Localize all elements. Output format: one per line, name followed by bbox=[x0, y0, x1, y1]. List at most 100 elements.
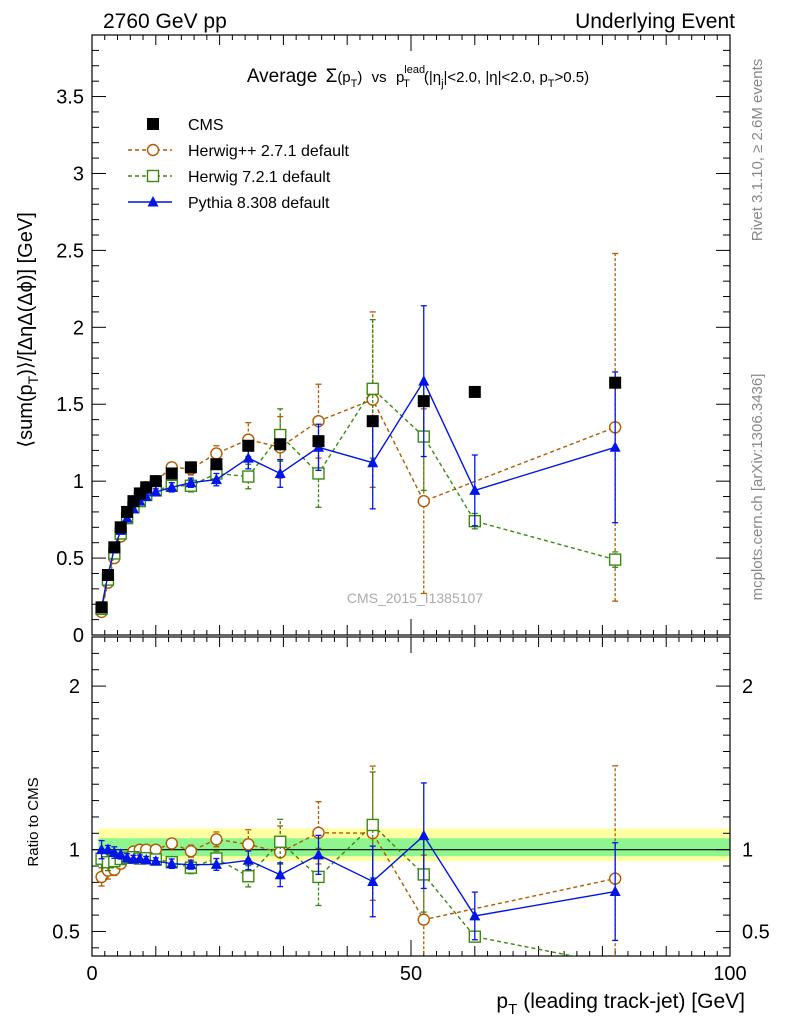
ratio-series-group bbox=[95, 765, 622, 970]
chart-title: Average Σ(pT) vs plead T (|ηj|<2.0, |η|<2.… bbox=[247, 64, 589, 90]
data-point-data bbox=[312, 435, 325, 448]
x-axis-label: pT (leading track-jet) [GeV] bbox=[496, 990, 745, 1018]
ratio-band-inner bbox=[98, 838, 730, 857]
ratio-point-circle bbox=[417, 913, 430, 926]
ratio-point-triangle bbox=[242, 854, 254, 865]
data-point-data bbox=[609, 376, 622, 389]
ratio-point-triangle bbox=[115, 848, 127, 859]
data-point-triangle bbox=[242, 452, 254, 463]
data-point-data bbox=[242, 439, 255, 452]
ratio-tick-label: 0.5 bbox=[52, 921, 80, 943]
ratio-point-triangle bbox=[108, 846, 120, 858]
mcplots-label: mcplots.cern.ch [arXiv:1306.3436] bbox=[749, 374, 766, 601]
ratio-point-triangle bbox=[166, 857, 178, 869]
legend-label: Herwig++ 2.7.1 default bbox=[188, 143, 350, 160]
legend-marker-circle bbox=[146, 143, 160, 157]
data-point-square bbox=[242, 470, 255, 483]
data-point-triangle bbox=[274, 467, 286, 478]
data-point-triangle bbox=[367, 456, 379, 468]
data-point-triangle bbox=[185, 476, 197, 488]
ratio-axis-label: Ratio to CMS bbox=[25, 777, 42, 866]
y-axis-label: ⟨sum(pT)⟩/[ΔηΔ(Δϕ)] [GeV] bbox=[15, 212, 41, 447]
data-point-circle bbox=[210, 447, 223, 460]
data-point-square bbox=[366, 382, 379, 396]
data-point-data bbox=[140, 481, 153, 494]
data-point-circle bbox=[417, 494, 430, 508]
ratio-point-triangle bbox=[121, 851, 133, 863]
series-line-circle bbox=[100, 398, 616, 613]
ratio-point-square bbox=[274, 835, 287, 848]
legend-marker-triangle bbox=[147, 196, 159, 207]
series-line-square bbox=[100, 387, 616, 609]
ratio-tick-label: 2 bbox=[69, 676, 80, 698]
data-point-data bbox=[417, 395, 430, 408]
data-point-triangle bbox=[469, 484, 481, 495]
x-tick-label: 50 bbox=[400, 963, 422, 985]
header-left: 2760 GeV pp bbox=[103, 10, 227, 33]
rivet-label: Rivet 3.1.10, ≥ 2.6M events bbox=[749, 59, 766, 242]
y-tick-label: 1 bbox=[73, 471, 84, 493]
ratio-point-triangle bbox=[312, 848, 324, 860]
ratio-point-circle bbox=[242, 838, 255, 851]
data-point-data bbox=[274, 438, 287, 451]
data-point-data bbox=[210, 458, 223, 471]
ratio-point-triangle bbox=[102, 843, 114, 855]
data-point-data bbox=[101, 569, 114, 581]
data-point-triangle bbox=[210, 473, 222, 485]
ratio-tick-label-right: 0.5 bbox=[742, 921, 770, 943]
ratio-point-circle bbox=[184, 844, 198, 858]
data-point-data bbox=[95, 601, 108, 614]
ratio-point-triangle bbox=[150, 855, 162, 866]
x-tick-label: 0 bbox=[86, 963, 97, 985]
series-line-triangle bbox=[100, 379, 616, 608]
data-point-square bbox=[608, 553, 622, 566]
ratio-point-triangle bbox=[418, 829, 430, 841]
ratio-point-square bbox=[366, 818, 379, 832]
ratio-point-triangle bbox=[140, 853, 152, 865]
ratio-bands bbox=[98, 828, 730, 862]
data-point-triangle bbox=[166, 481, 178, 492]
data-point-data bbox=[149, 475, 162, 488]
legend-label: Herwig 7.2.1 default bbox=[188, 169, 331, 186]
y-tick-label: 1.5 bbox=[56, 394, 84, 416]
analysis-watermark: CMS_2015_I1385107 bbox=[347, 590, 483, 606]
y-tick-label: 0.5 bbox=[56, 548, 84, 570]
legend-label: CMS bbox=[188, 117, 224, 134]
data-point-triangle bbox=[418, 375, 430, 386]
ratio-tick-label: 1 bbox=[69, 840, 80, 862]
data-point-triangle bbox=[609, 441, 621, 452]
ratio-point-circle bbox=[165, 837, 178, 850]
legend-marker-data bbox=[147, 118, 159, 130]
x-tick-label: 100 bbox=[713, 963, 746, 985]
y-tick-label: 0 bbox=[73, 625, 84, 647]
legend-marker-square bbox=[146, 169, 160, 183]
main-series-group bbox=[95, 252, 622, 619]
y-tick-label: 3 bbox=[73, 163, 84, 185]
data-point-data bbox=[366, 415, 379, 428]
ratio-point-triangle bbox=[274, 868, 286, 880]
data-point-data bbox=[468, 385, 481, 398]
ratio-point-square bbox=[242, 870, 255, 883]
ratio-point-triangle bbox=[367, 875, 379, 886]
ratio-point-triangle bbox=[185, 858, 197, 870]
legend-label: Pythia 8.308 default bbox=[188, 195, 330, 212]
data-point-data bbox=[184, 461, 197, 474]
ratio-point-triangle bbox=[609, 885, 621, 897]
ratio-point-triangle bbox=[469, 909, 481, 921]
ratio-point-triangle bbox=[134, 852, 146, 864]
data-point-data bbox=[121, 505, 134, 518]
y-tick-label: 2.5 bbox=[56, 240, 84, 262]
ratio-frame bbox=[91, 636, 731, 957]
legend: CMS Herwig++ 2.7.1 default Herwig 7.2.1 de… bbox=[128, 117, 350, 212]
ratio-point-triangle bbox=[210, 858, 222, 869]
y-tick-label: 3.5 bbox=[56, 87, 84, 109]
ratio-tick-label-right: 2 bbox=[742, 676, 753, 698]
y-tick-label: 2 bbox=[73, 317, 84, 339]
ratio-point-square bbox=[610, 959, 621, 970]
data-point-data bbox=[114, 521, 127, 534]
data-point-triangle bbox=[150, 485, 162, 497]
data-point-data bbox=[108, 541, 121, 554]
ratio-point-circle bbox=[210, 833, 223, 846]
data-point-data bbox=[165, 467, 178, 480]
